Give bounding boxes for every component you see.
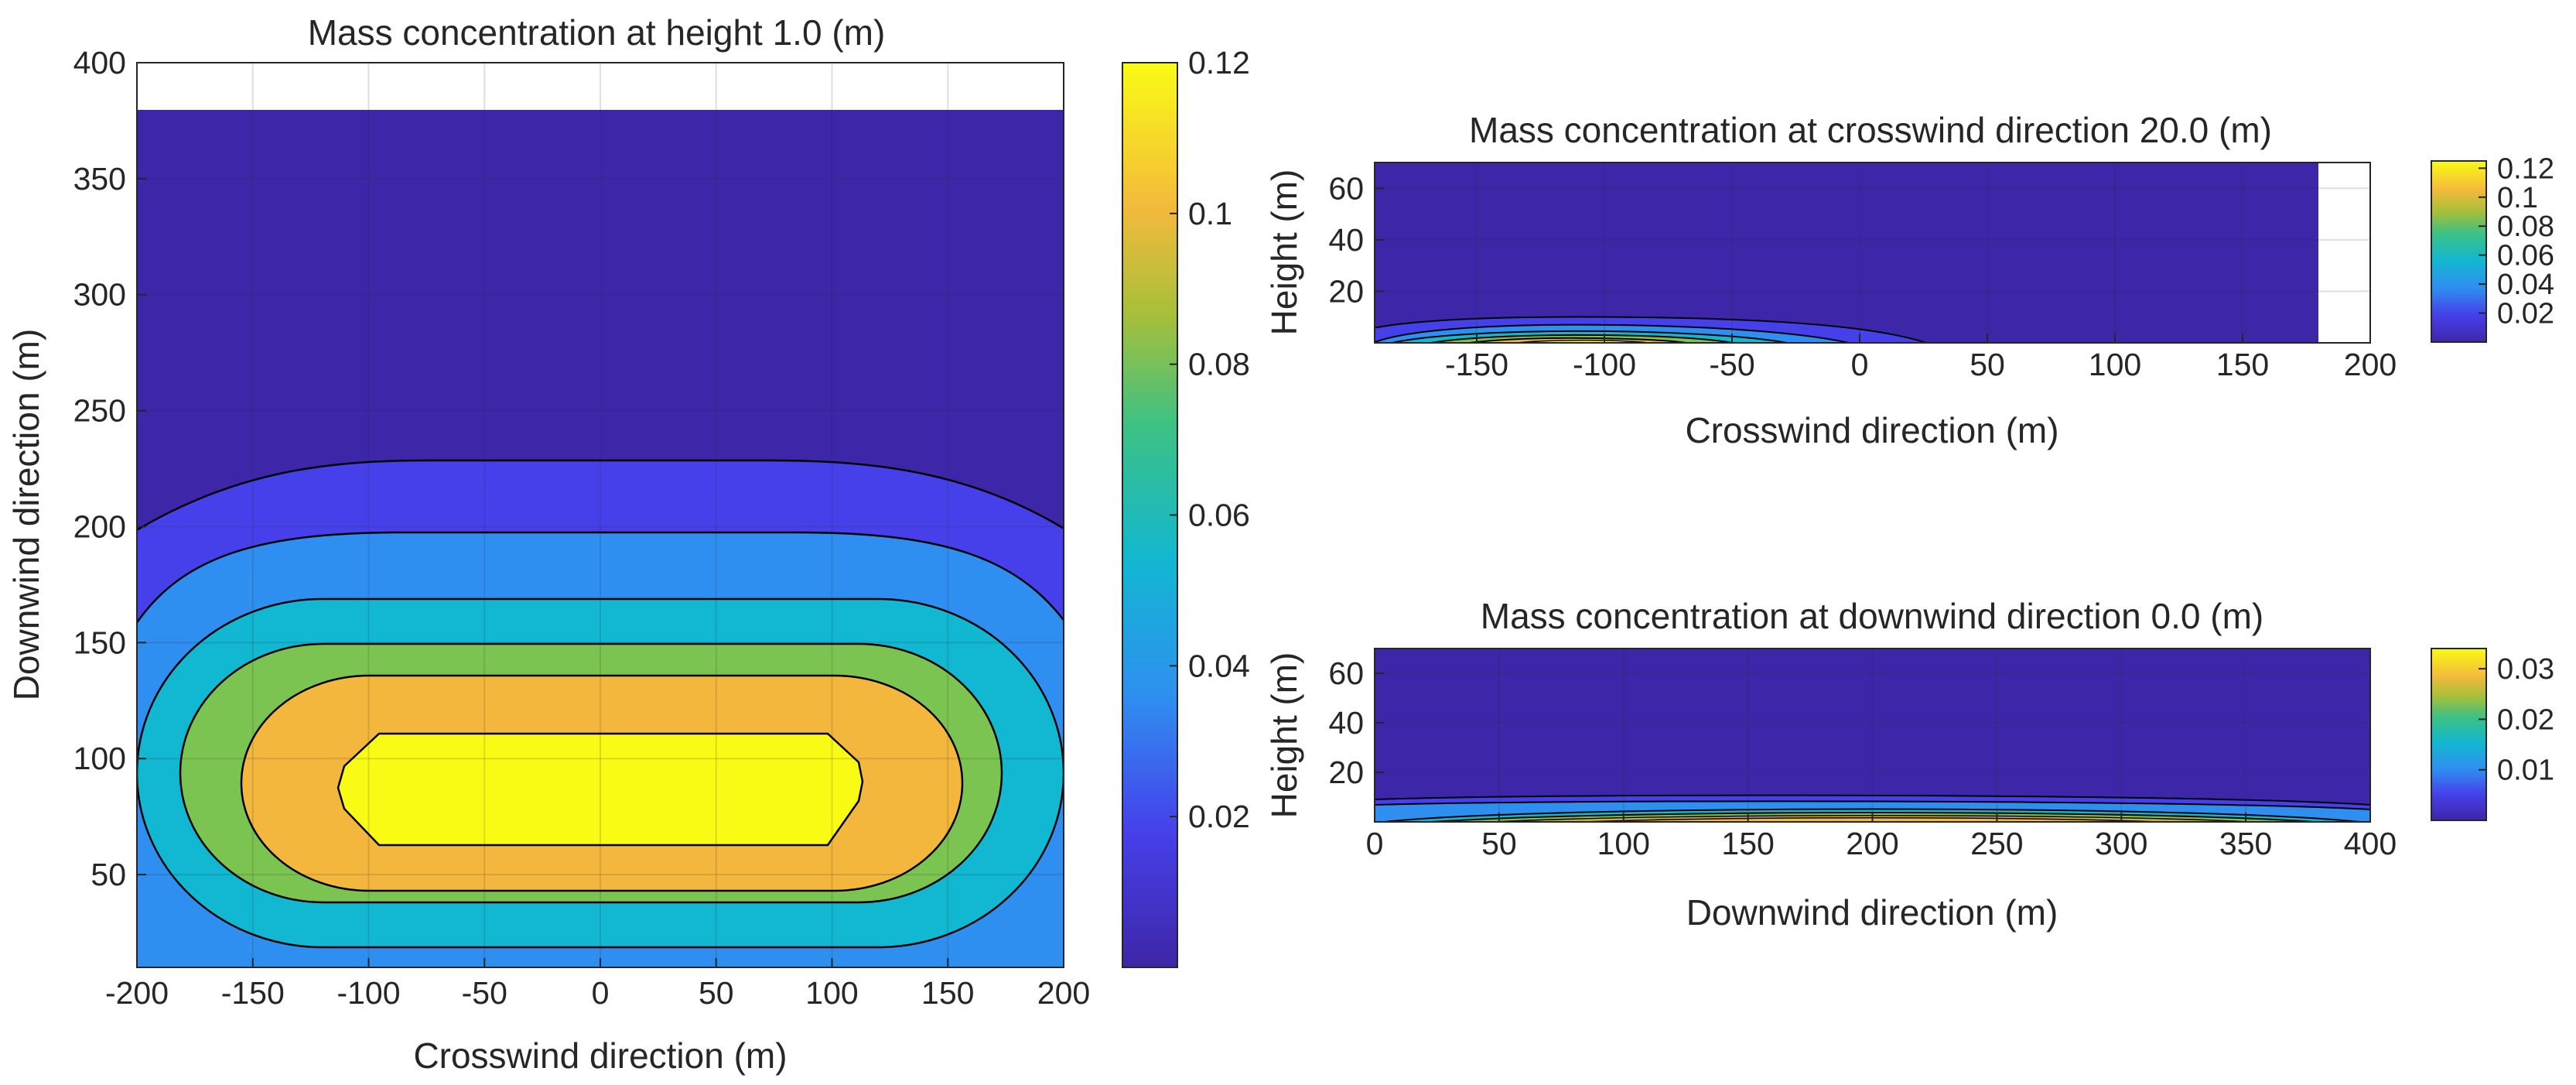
chart1-colorbar-ticks: 0.02 0.04 0.06 0.08 0.1 0.12 <box>1170 45 1250 834</box>
chart-downwind-slice: Mass concentration at downwind direction… <box>1264 596 2554 933</box>
chart2-y-ticks: 20 40 60 <box>1328 170 1384 309</box>
y-tick-label: 150 <box>73 625 126 660</box>
y-tick-label: 200 <box>73 508 126 544</box>
y-tick-label: 100 <box>73 741 126 776</box>
x-tick-label: -100 <box>337 975 400 1011</box>
x-tick-label: 50 <box>1970 347 2005 382</box>
colorbar-tick-label: 0.02 <box>1188 799 1250 834</box>
x-tick-label: 200 <box>1037 975 1090 1011</box>
colorbar-tick-label: 0.12 <box>2497 152 2554 185</box>
colorbar-tick-label: 0.1 <box>1188 196 1232 231</box>
chart1-title: Mass concentration at height 1.0 (m) <box>308 12 886 53</box>
x-tick-label: 100 <box>805 975 858 1011</box>
x-tick-label: 200 <box>2344 347 2397 382</box>
chart1-contour-level-6 <box>337 732 864 847</box>
y-tick-label: 300 <box>73 277 126 313</box>
colorbar-tick-label: 0.06 <box>2497 240 2554 272</box>
x-tick-label: 200 <box>1846 826 1898 861</box>
x-tick-label: -150 <box>1445 347 1508 382</box>
chart2-axes-box <box>1374 162 2371 344</box>
x-tick-label: 300 <box>2095 826 2147 861</box>
chart1-colorbar <box>1122 62 1178 968</box>
chart1-y-ticks: 50 100 150 200 250 300 350 400 <box>73 45 146 892</box>
x-tick-label: 50 <box>699 975 734 1011</box>
chart2-x-ticks: -150 -100 -50 0 50 100 150 200 <box>1445 334 2397 382</box>
x-tick-label: 0 <box>1851 347 1869 382</box>
x-tick-label: 150 <box>921 975 974 1011</box>
chart3-colorbar <box>2431 648 2487 821</box>
chart3-y-label: Height (m) <box>1264 652 1304 819</box>
chart3-grid <box>1374 649 2371 822</box>
chart3-plot-background <box>1375 649 2370 822</box>
x-tick-label: 250 <box>1970 826 2023 861</box>
y-tick-label: 60 <box>1328 170 1364 206</box>
chart-height-slice: Mass concentration at height 1.0 (m) -20… <box>6 12 1250 1076</box>
x-tick-label: 150 <box>1721 826 1774 861</box>
x-tick-label: 150 <box>2216 347 2269 382</box>
chart2-x-label: Crosswind direction (m) <box>1685 410 2058 450</box>
chart2-grid <box>1375 163 2371 343</box>
colorbar-tick-label: 0.04 <box>2497 269 2554 301</box>
colorbar-tick-label: 0.03 <box>2497 653 2554 686</box>
y-tick-label: 40 <box>1328 222 1364 258</box>
chart2-contour-level-0 <box>1375 163 2318 343</box>
x-tick-label: -50 <box>462 975 507 1011</box>
chart1-x-label: Crosswind direction (m) <box>413 1035 787 1076</box>
chart1-x-ticks: -200 -150 -100 -50 0 50 100 150 200 <box>105 958 1090 1011</box>
colorbar-tick-label: 0.1 <box>2497 182 2538 214</box>
y-tick-label: 400 <box>73 45 126 80</box>
x-tick-label: -100 <box>1573 347 1636 382</box>
y-tick-label: 250 <box>73 393 126 429</box>
x-tick-label: 0 <box>1366 826 1384 861</box>
chart2-colorbar <box>2431 160 2487 343</box>
y-tick-label: 350 <box>73 161 126 197</box>
x-tick-label: 400 <box>2344 826 2397 861</box>
chart-crosswind-slice: Mass concentration at crosswind directio… <box>1264 110 2554 450</box>
colorbar-tick-label: 0.06 <box>1188 498 1250 533</box>
chart3-y-ticks: 20 40 60 <box>1328 655 1384 790</box>
x-tick-label: 350 <box>2219 826 2272 861</box>
colorbar-tick-label: 0.12 <box>1188 45 1250 80</box>
colorbar-tick-label: 0.01 <box>2497 755 2554 787</box>
chart1-y-label: Downwind direction (m) <box>6 329 46 701</box>
x-tick-label: -150 <box>221 975 285 1011</box>
chart2-colorbar-ticks: 0.020.040.060.080.10.12 <box>2479 152 2554 330</box>
y-tick-label: 50 <box>91 857 126 892</box>
chart2-title: Mass concentration at crosswind directio… <box>1469 110 2272 150</box>
colorbar-tick-label: 0.08 <box>2497 210 2554 243</box>
chart1-contours <box>137 110 1064 967</box>
x-tick-label: 100 <box>2089 347 2141 382</box>
y-tick-label: 20 <box>1328 273 1364 309</box>
chart3-x-ticks: 0 50 100 150 200 250 300 350 400 <box>1366 813 2397 861</box>
colorbar-tick-label: 0.02 <box>2497 703 2554 736</box>
chart3-x-label: Downwind direction (m) <box>1686 892 2058 933</box>
x-tick-label: -200 <box>105 975 169 1011</box>
y-tick-label: 40 <box>1328 705 1364 741</box>
chart2-contours <box>1375 163 2318 343</box>
y-tick-label: 20 <box>1328 755 1364 790</box>
chart3-colorbar-ticks: 0.01 0.02 0.03 <box>2479 653 2554 787</box>
colorbar-tick-label: 0.02 <box>2497 298 2554 330</box>
chart2-y-label: Height (m) <box>1264 169 1304 336</box>
x-tick-label: 0 <box>592 975 610 1011</box>
colorbar-tick-label: 0.08 <box>1188 347 1250 382</box>
x-tick-label: -50 <box>1709 347 1754 382</box>
x-tick-label: 100 <box>1597 826 1650 861</box>
chart3-title: Mass concentration at downwind direction… <box>1481 596 2263 636</box>
x-tick-label: 50 <box>1481 826 1517 861</box>
colorbar-tick-label: 0.04 <box>1188 648 1250 683</box>
y-tick-label: 60 <box>1328 655 1364 691</box>
